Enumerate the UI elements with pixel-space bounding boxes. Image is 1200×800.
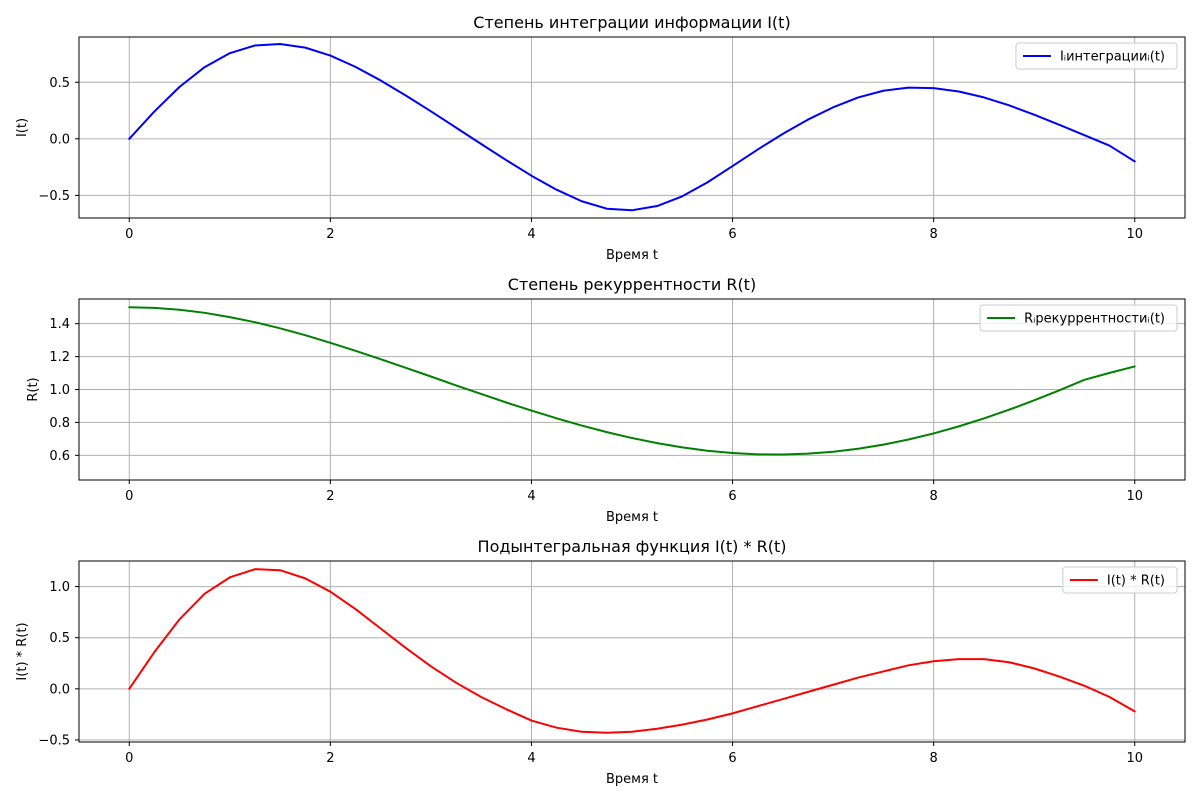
x-tick-label: 8 xyxy=(929,227,937,242)
x-tick-label: 6 xyxy=(728,751,736,766)
chart-title: Подынтегральная функция I(t) * R(t) xyxy=(478,537,787,556)
x-tick-label: 4 xyxy=(527,227,535,242)
y-tick-label: 1.4 xyxy=(49,317,70,332)
x-axis-label: Время t xyxy=(606,772,658,787)
x-tick-label: 8 xyxy=(929,751,937,766)
y-tick-label: −0.5 xyxy=(38,189,70,204)
x-tick-label: 0 xyxy=(125,489,133,504)
legend-label: I(t) * R(t) xyxy=(1107,574,1165,589)
y-tick-label: 0.0 xyxy=(49,132,70,147)
x-axis-label: Время t xyxy=(606,510,658,525)
subplot-integrand: 0 2 4 6 8 10 −0.5 0.0 0.5 1.0 Подынтегральная функ… xyxy=(15,537,1186,787)
chart-title: Степень рекуррентности R(t) xyxy=(508,275,756,294)
x-tick-label: 2 xyxy=(326,227,334,242)
legend-label: Iᵢинтеграцииᵢ(t) xyxy=(1060,50,1165,65)
chart-title: Степень интеграции информации I(t) xyxy=(473,13,790,32)
legend-frame xyxy=(1062,566,1178,594)
x-tick-label: 0 xyxy=(125,227,133,242)
legend: Iᵢинтеграцииᵢ(t) xyxy=(1015,42,1178,70)
legend-frame xyxy=(1015,42,1178,70)
y-tick-label: −0.5 xyxy=(38,733,70,748)
x-tick-label: 10 xyxy=(1126,489,1143,504)
series-line xyxy=(128,43,1136,212)
legend: Rᵢрекуррентностиᵢ(t) xyxy=(979,304,1178,332)
series-line xyxy=(128,306,1136,456)
y-tick-label: 0.8 xyxy=(49,416,70,431)
y-tick-label: 1.2 xyxy=(49,350,70,365)
x-tick-label: 4 xyxy=(527,489,535,504)
y-tick-label: 1.0 xyxy=(49,383,70,398)
x-tick-label: 6 xyxy=(728,227,736,242)
y-tick-label: 0.5 xyxy=(49,76,70,91)
subplot-integration: 0 2 4 6 8 10 −0.5 0.0 0.5 Степень интеграции инфо… xyxy=(15,13,1186,263)
y-axis-label: I(t) * R(t) xyxy=(15,622,30,680)
x-tick-label: 2 xyxy=(326,489,334,504)
y-axis-label: I(t) xyxy=(15,118,30,137)
legend-frame xyxy=(979,304,1178,332)
y-tick-label: 1.0 xyxy=(49,580,70,595)
x-tick-label: 2 xyxy=(326,751,334,766)
x-tick-label: 8 xyxy=(929,489,937,504)
y-axis-label: R(t) xyxy=(26,377,41,401)
x-tick-label: 6 xyxy=(728,489,736,504)
axes-frame xyxy=(78,560,1186,743)
subplot-recurrence: 0 2 4 6 8 10 0.6 0.8 1.0 1.2 1.4 Степень рекуррентн… xyxy=(26,275,1186,525)
legend: I(t) * R(t) xyxy=(1062,566,1178,594)
y-tick-label: 0.0 xyxy=(49,682,70,697)
x-tick-label: 0 xyxy=(125,751,133,766)
y-tick-label: 0.6 xyxy=(49,449,70,464)
x-tick-label: 4 xyxy=(527,751,535,766)
x-tick-label: 10 xyxy=(1126,227,1143,242)
axes-frame xyxy=(78,36,1186,219)
y-tick-label: 0.5 xyxy=(49,631,70,646)
legend-label: Rᵢрекуррентностиᵢ(t) xyxy=(1024,312,1165,327)
series-line xyxy=(128,568,1136,734)
x-axis-label: Время t xyxy=(606,248,658,263)
x-tick-label: 10 xyxy=(1126,751,1143,766)
